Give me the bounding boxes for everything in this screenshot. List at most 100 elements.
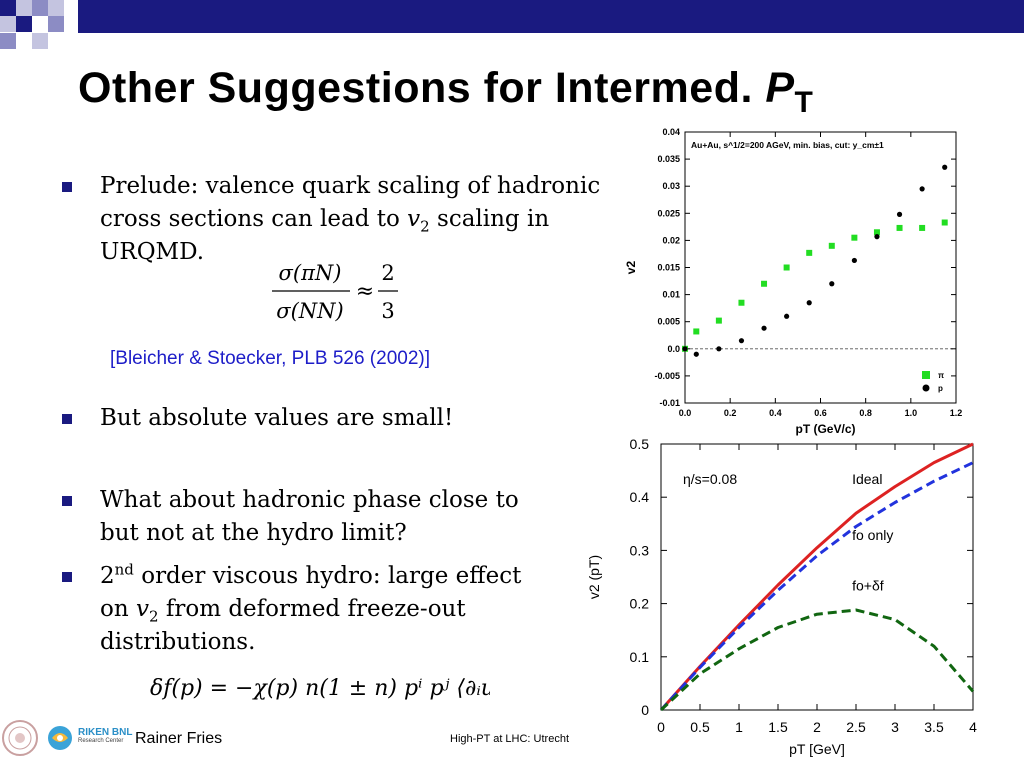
legend-label: π [938,371,944,380]
x-tick-label: 0.5 [690,719,710,735]
bullet-square-icon [62,414,72,424]
header-bar [78,0,1024,33]
y-tick-label: 0.04 [662,127,680,137]
slide-title: Other Suggestions for Intermed. PT [78,64,813,119]
data-point-p [806,300,812,306]
legend-marker-pi [922,371,930,379]
title-pt-sub: T [794,86,814,119]
riken-logo-text: RIKEN BNL Research Center [78,727,133,744]
legend-label: p [938,384,943,393]
data-point-p [919,186,925,192]
data-point-p [682,346,688,352]
header-decoration [0,0,1024,49]
annotation-fo-only: fo only [852,527,893,543]
x-tick-label: 1.5 [768,719,788,735]
data-point-p [784,313,790,319]
footer-logos [2,720,72,756]
y-tick-label: 0.1 [630,649,650,665]
x-tick-label: 2 [813,719,821,735]
data-point-p [942,164,948,170]
y-tick-label: 0.015 [657,263,680,273]
data-point-pi [873,229,880,236]
x-tick-label: 0.6 [814,408,827,418]
data-point-pi [783,264,790,271]
y-tick-label: 0.01 [662,290,680,300]
footer-author: Rainer Fries [135,730,223,747]
y-tick-label: 0.4 [630,489,650,505]
data-point-p [851,257,857,264]
data-point-pi [715,317,722,324]
y-tick-label: -0.01 [659,398,680,408]
data-point-pi [851,234,858,241]
y-tick-label: 0.5 [630,436,650,452]
bullet-square-icon [62,182,72,192]
riken-logo-icon [48,726,72,750]
data-point-p [738,338,745,344]
x-tick-label: 0.0 [679,408,692,418]
data-point-pi [738,299,745,306]
data-point-pi [896,224,903,231]
x-tick-label: 1.2 [950,408,963,418]
urqmd-v2-chart: -0.01 -0.005 0.0 0.005 0.01 0.015 0.02 0.025 0.0… [624,127,963,436]
x-tick-label: 3 [891,719,899,735]
y-tick-label: 0.035 [657,154,680,164]
cross-section-equation: σ(πN) σ(NN) ≈ 2 3 [272,261,398,323]
y-tick-label: 0.0 [667,344,680,354]
x-tick-label: 0.8 [859,408,872,418]
x-axis-label: pT [GeV] [789,741,845,757]
eq-approx: ≈ [356,279,374,304]
annotation-eta-s: η/s=0.08 [683,471,737,487]
data-point-p [896,211,903,217]
y-tick-label: 0.2 [630,596,650,612]
data-point-pi [941,219,948,226]
plot-frame [684,131,957,404]
y-tick-label: 0.02 [662,235,680,245]
title-main: Other Suggestions for Intermed. [78,64,753,112]
x-tick-label: 1 [735,719,743,735]
x-tick-label: 1.0 [905,408,918,418]
data-point-p [829,281,835,287]
bullet-item: 2nd order viscous hydro: large effect on… [62,560,552,659]
data-point-p [693,351,699,357]
series-line-foonly [659,461,974,712]
bullet-item: But absolute values are small! [62,402,602,435]
eq2-text: δf(p) = −χ(p) n(1 ± n) pⁱ pʲ ⟨∂ᵢuⱼ⟩ [150,676,490,701]
data-point-pi [761,280,768,287]
bullet-square-icon [62,496,72,506]
eq-frac-den: 3 [381,299,394,323]
y-tick-label: 0.03 [662,181,680,191]
viscous-hydro-v2-chart: 0 0.1 0.2 0.3 0.4 0.5 0 0.5 1 1.5 2 2.5 3 3.5 4 pT [GeV… [586,436,977,757]
x-tick-label: 2.5 [846,719,866,735]
data-point-p [761,325,767,331]
title-pt: P [765,64,795,112]
annotation-ideal: Ideal [852,471,882,487]
bullet-item: What about hadronic phase close to but n… [62,484,532,550]
university-seal-icon [2,720,38,756]
footer-center-text: High-PT at LHC: Utrecht [450,733,570,745]
y-axis-label: v2 (pT) [586,555,602,599]
data-point-pi [919,224,926,231]
series-line-fof [659,608,975,712]
annotation-fo-deltaf: fo+δf [852,577,884,593]
eq-denominator: σ(NN) [276,299,343,323]
x-tick-label: 3.5 [924,719,944,735]
y-tick-label: 0.3 [630,542,650,558]
x-tick-label: 0.2 [724,408,737,418]
x-axis-label: pT (GeV/c) [795,422,855,436]
data-point-p [716,346,722,352]
eq-numerator: σ(πN) [279,261,342,285]
data-point-pi [693,328,700,335]
eq-frac-num: 2 [381,261,394,285]
y-tick-label: 0 [641,702,649,718]
chart-title: Au+Au, s^1/2=200 AGeV, min. bias, cut: y… [691,140,884,150]
legend-marker-p [922,384,930,392]
data-point-pi [828,242,835,249]
bullet-item: Prelude: valence quark scaling of hadron… [62,170,602,269]
y-tick-label: -0.005 [654,371,680,381]
reference-citation: [Bleicher & Stoecker, PLB 526 (2002)] [110,348,431,369]
y-tick-label: 0.025 [657,208,680,218]
x-tick-label: 0 [657,719,665,735]
y-axis-label: v2 [624,261,638,275]
data-point-p [874,234,880,240]
viscous-correction-equation: δf(p) = −χ(p) n(1 ± n) pⁱ pʲ ⟨∂ᵢuⱼ⟩ [150,676,490,701]
